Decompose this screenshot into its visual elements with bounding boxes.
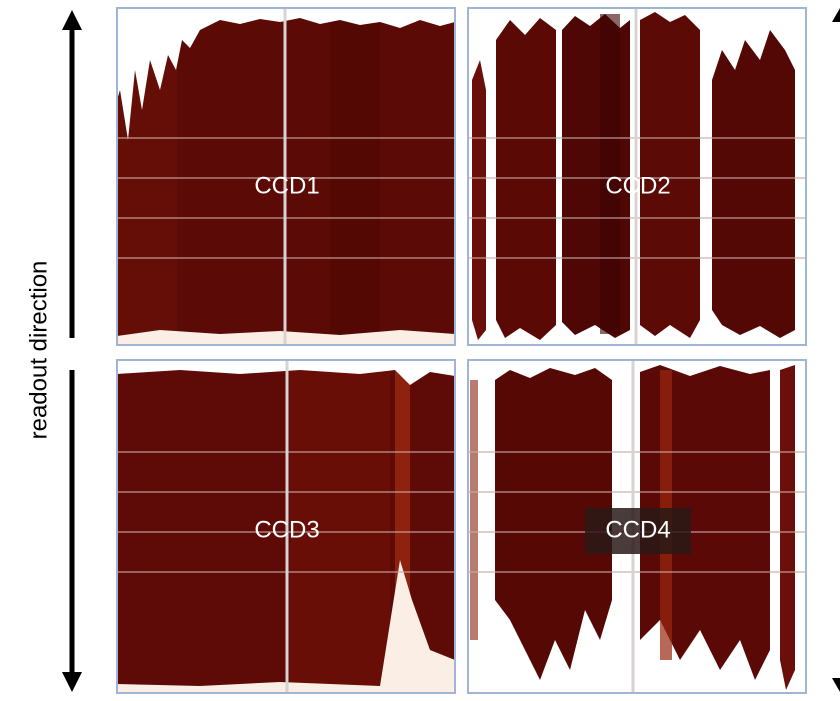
- ccd-image: [117, 360, 455, 693]
- panel-frame: [467, 7, 807, 346]
- ccd-label: CCD4: [605, 516, 670, 543]
- arrow-head-right: [832, 678, 840, 692]
- ccd-label: CCD1: [254, 172, 319, 199]
- ccd-image: [468, 8, 806, 345]
- ccd-label: CCD2: [605, 172, 670, 199]
- panel-frame: [467, 359, 807, 694]
- axis-label: readout direction: [25, 261, 52, 440]
- ccd-image: [117, 8, 455, 345]
- ccd-label: CCD3: [254, 516, 319, 543]
- panel-frame: [116, 7, 456, 346]
- panel-frame: [116, 359, 456, 694]
- arrow-head-right: [832, 8, 840, 22]
- label-box: [585, 508, 691, 554]
- ccd-image: [468, 360, 806, 693]
